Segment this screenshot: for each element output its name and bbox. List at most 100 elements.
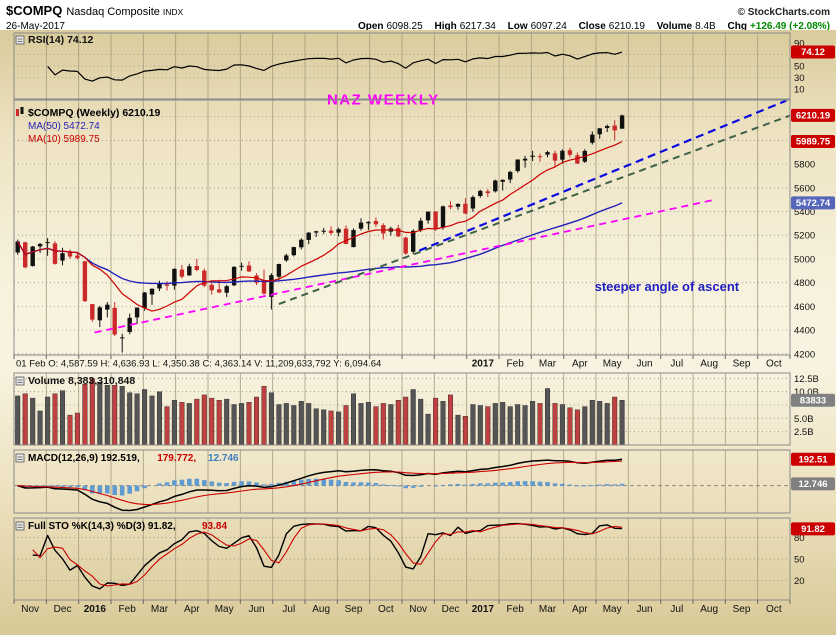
macd-hist-bar [119, 485, 125, 496]
macd-icon [15, 453, 25, 463]
volume-bar [567, 407, 573, 446]
ma10-legend: MA(10) 5989.75 [28, 134, 100, 145]
candle [366, 221, 371, 224]
candle [605, 126, 610, 128]
price-legend: $COMPQ (Weekly) 6210.19 [28, 107, 160, 119]
volume-bar [351, 393, 357, 446]
macd-hist-bar [612, 484, 617, 486]
macd-hist-bar [276, 482, 282, 486]
macd-hist-bar [216, 482, 222, 486]
macd-hist-bar [261, 484, 267, 486]
month-label: Apr [184, 604, 200, 615]
candle [590, 134, 595, 143]
month-label: Jul [282, 604, 295, 615]
volume-bar [127, 392, 133, 446]
volume-bar [74, 412, 80, 446]
rsi-icon [15, 35, 25, 45]
candle [37, 243, 43, 247]
volume-bar [186, 403, 192, 446]
month-label: Aug [312, 604, 330, 615]
volume-bar [306, 403, 312, 446]
svg-text:179.772,: 179.772, [157, 453, 196, 464]
candle [157, 283, 162, 289]
macd-hist-bar [604, 484, 610, 486]
candle [209, 284, 214, 291]
volume-bar [97, 381, 103, 446]
svg-text:50: 50 [794, 62, 805, 73]
svg-text:5472.74: 5472.74 [796, 198, 831, 209]
volume-bar [179, 402, 185, 446]
axis-badge [791, 45, 835, 59]
month-label: Apr [572, 604, 588, 615]
rising-support-magenta [94, 198, 716, 334]
macd-panel: MACD(12,26,9) 192.519, 179.772, 12.746 192.… [13, 449, 835, 514]
volume-bar [276, 404, 282, 446]
volume-bar [164, 406, 170, 446]
rsi-label: RSI(14) 74.12 [28, 34, 94, 46]
svg-text:5000: 5000 [794, 254, 815, 265]
sto-k-line [32, 522, 623, 590]
volume-bar [395, 400, 401, 446]
svg-text:93.84: 93.84 [202, 521, 227, 532]
svg-text:5989.75: 5989.75 [796, 137, 831, 148]
macd-hist-bar [440, 485, 446, 486]
candle [127, 317, 132, 332]
svg-text:10: 10 [794, 85, 805, 96]
month-label: Jul [670, 604, 683, 615]
quote-volume: Volume 8.4B [656, 21, 716, 32]
candle [381, 225, 386, 234]
volume-bar [507, 406, 513, 446]
candle [545, 152, 550, 155]
candle [597, 128, 602, 135]
sto-panel: Full STO %K(14,3) %D(3) 91.82, 93.84 80 50 2… [13, 517, 835, 601]
axis-badge [791, 135, 835, 148]
ma10-line [17, 140, 623, 312]
macd-hist-bar [157, 483, 162, 486]
candle [619, 115, 625, 129]
volume-bar [268, 392, 274, 446]
macd-hist-bar [134, 485, 140, 492]
quote-close: Close 6210.19 [578, 21, 645, 32]
candle [202, 270, 207, 286]
candle [112, 307, 117, 335]
panel-border [13, 32, 791, 100]
macd-hist-bar [582, 485, 588, 487]
candle [254, 275, 259, 283]
macd-hist-bar [172, 480, 177, 486]
axis-badge [791, 522, 835, 536]
month-label: Apr [572, 359, 588, 370]
volume-bar [455, 414, 461, 446]
month-label: May [603, 359, 622, 370]
candle [276, 264, 282, 277]
month-label: Sep [733, 359, 751, 370]
volume-bar [574, 409, 580, 446]
volume-bar [433, 397, 439, 446]
svg-text:4600: 4600 [794, 302, 815, 313]
svg-text:10.0B: 10.0B [794, 387, 819, 398]
macd-hist-bar [75, 485, 80, 488]
chart-header: $COMPQ Nasdaq Composite INDX © StockCharts… [0, 0, 836, 32]
macd-hist-bar [231, 481, 237, 486]
macd-hist-bar [336, 480, 341, 486]
macd-hist-bar [52, 485, 58, 488]
candle [231, 266, 237, 286]
svg-text:74.12: 74.12 [801, 47, 825, 58]
candle [90, 304, 95, 320]
volume-bar [425, 413, 431, 446]
panel-border [13, 449, 791, 514]
candle [567, 150, 573, 155]
macd-hist-bar [619, 483, 625, 486]
candle [306, 232, 311, 240]
volume-bar [60, 390, 66, 446]
volume-bar [171, 400, 177, 446]
quote-strip: Open 6098.25 High 6217.34 Low 6097.24 Close… [349, 21, 830, 32]
volume-bar [261, 386, 267, 446]
candle [134, 307, 140, 318]
candle [239, 265, 244, 267]
macd-signal-line [17, 460, 623, 506]
volume-bar [515, 404, 521, 446]
macd-hist-bar [507, 482, 513, 486]
macd-hist-bar [418, 485, 423, 487]
macd-hist-bar [328, 479, 334, 486]
